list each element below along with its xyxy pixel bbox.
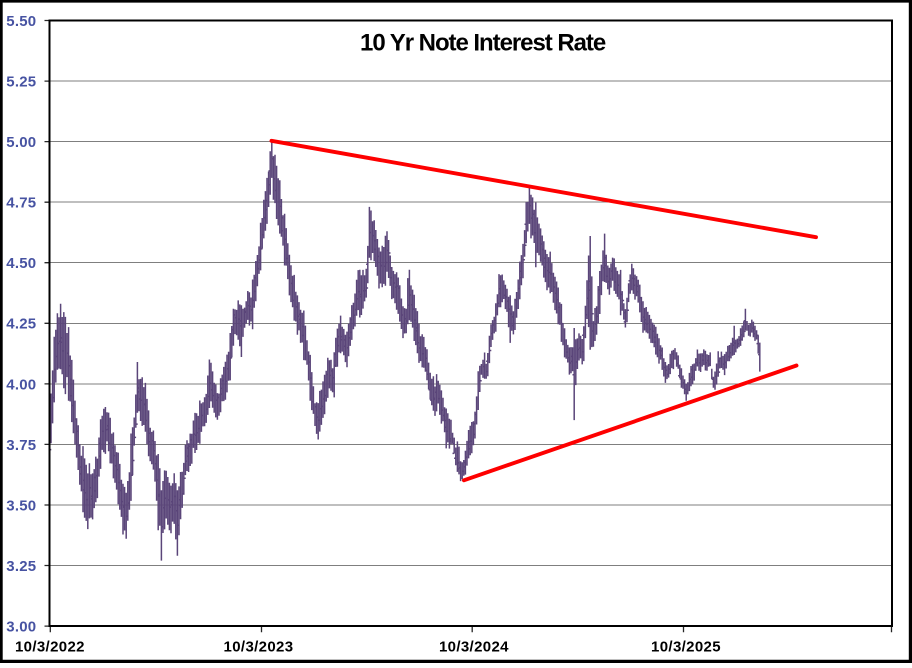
svg-text:4.25: 4.25 — [6, 316, 36, 333]
svg-text:10 Yr Note Interest Rate: 10 Yr Note Interest Rate — [360, 30, 606, 57]
svg-text:5.25: 5.25 — [6, 74, 36, 91]
svg-text:3.50: 3.50 — [6, 497, 36, 514]
svg-text:4.75: 4.75 — [6, 195, 36, 212]
svg-text:3.00: 3.00 — [6, 619, 36, 636]
svg-text:4.00: 4.00 — [6, 376, 36, 393]
svg-text:4.50: 4.50 — [6, 255, 36, 272]
svg-text:3.75: 3.75 — [6, 437, 36, 454]
svg-text:3.25: 3.25 — [6, 558, 36, 575]
svg-text:10/3/2023: 10/3/2023 — [224, 639, 294, 656]
svg-text:5.00: 5.00 — [6, 134, 36, 151]
svg-text:5.50: 5.50 — [6, 13, 36, 30]
svg-text:10/3/2022: 10/3/2022 — [15, 639, 85, 656]
svg-text:10/3/2025: 10/3/2025 — [651, 639, 721, 656]
svg-text:10/3/2024: 10/3/2024 — [439, 639, 509, 656]
